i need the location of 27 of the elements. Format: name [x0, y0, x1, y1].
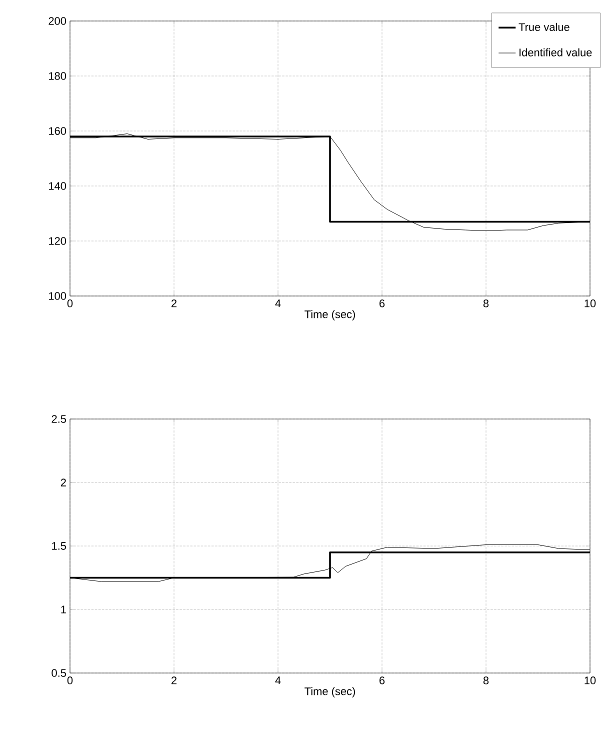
y-tick-label: 100 — [49, 292, 66, 300]
y-tick-label: 120 — [49, 237, 66, 245]
legend-label: Identified value — [520, 48, 592, 56]
y-tick-label: 0.5 — [52, 669, 66, 677]
x-tick-label: 0 — [67, 300, 73, 308]
x-tick-label: 4 — [275, 676, 281, 684]
x-tick-label: 10 — [584, 300, 596, 308]
x-tick-label: 0 — [67, 676, 73, 684]
x-tick-label: 2 — [172, 300, 176, 308]
x-tick-label: 6 — [380, 300, 385, 308]
y-tick-label: 2 — [60, 478, 66, 486]
y-tick-label: 200 — [48, 17, 66, 25]
y-tick-label: 2.5 — [52, 415, 66, 423]
y-tick-label: 160 — [49, 127, 66, 135]
x-axis-title: Time (sec) — [304, 687, 355, 698]
x-axis-title: Time (sec) — [304, 310, 355, 320]
x-tick-label: 8 — [483, 676, 489, 684]
x-tick-label: 8 — [483, 300, 489, 308]
x-tick-label: 4 — [275, 300, 281, 308]
x-tick-label: 6 — [380, 676, 385, 684]
x-tick-label: 2 — [172, 676, 176, 684]
y-tick-label: 1 — [61, 606, 66, 614]
legend-label: True value — [518, 22, 570, 31]
y-tick-label: 1.5 — [52, 542, 66, 550]
y-tick-label: 140 — [49, 182, 66, 190]
x-tick-label: 10 — [584, 676, 596, 684]
y-tick-label: 180 — [49, 72, 66, 80]
